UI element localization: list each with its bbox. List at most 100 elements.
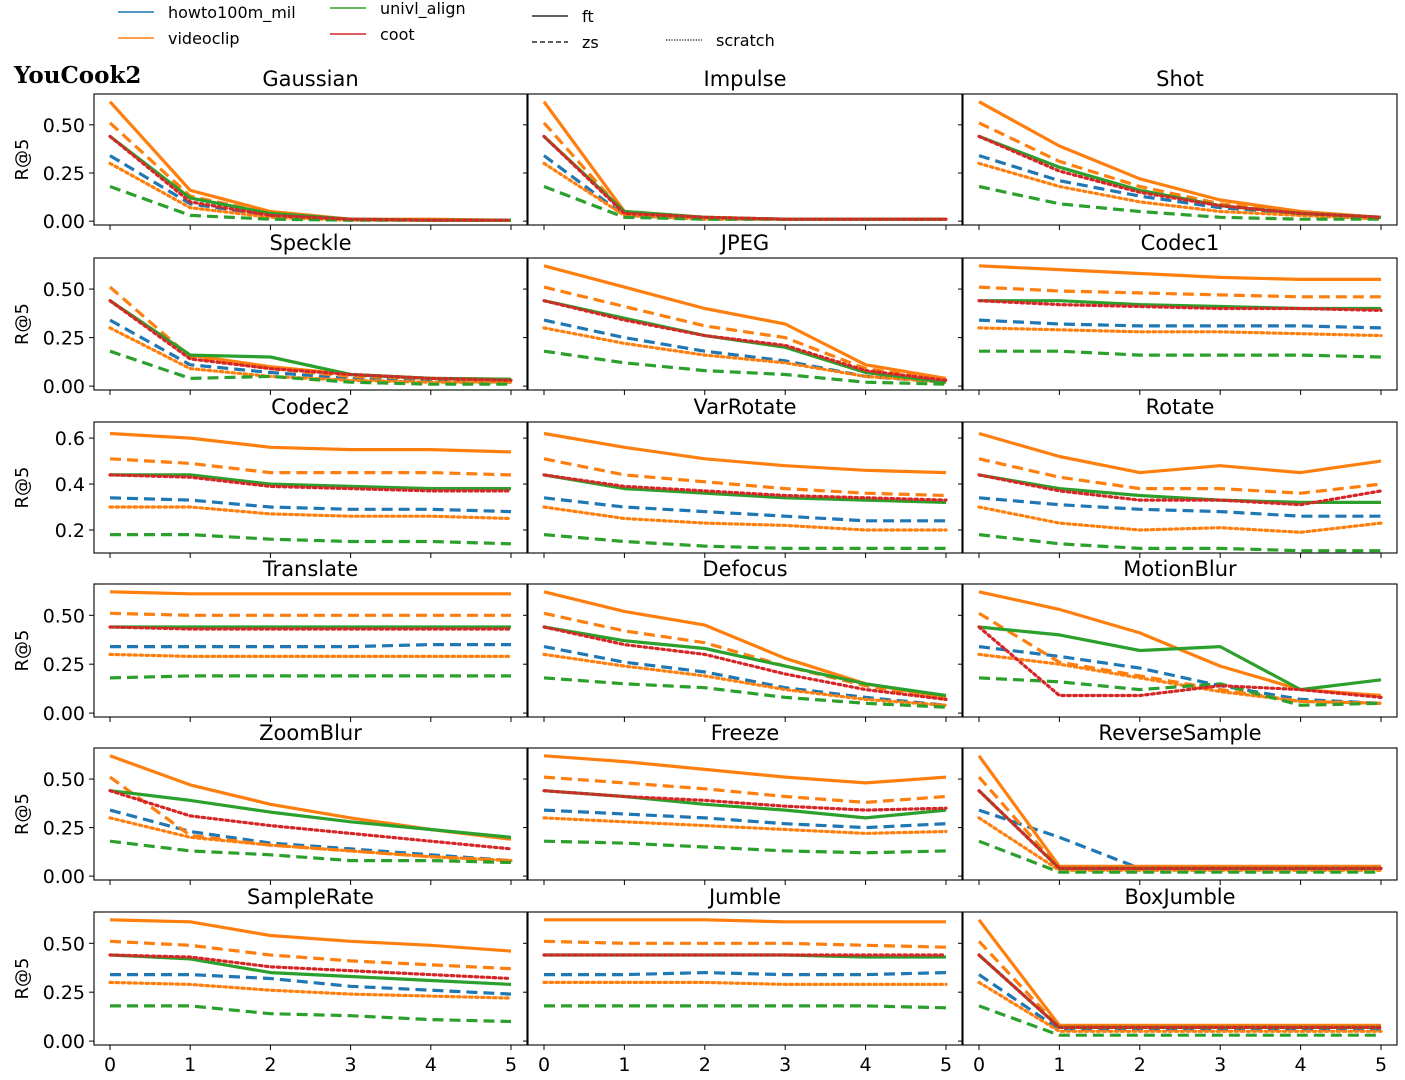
- series-univl_align-zs: [544, 1004, 947, 1010]
- series-videoclip-ft: [543, 264, 947, 380]
- series-group: [542, 431, 948, 551]
- series-univl_align-ft: [109, 135, 511, 222]
- panel-Impulse: Impulse: [523, 67, 963, 230]
- series-group: [542, 918, 948, 1010]
- x-tick-label: 0: [973, 1054, 985, 1076]
- series-videoclip-scratch: [542, 816, 948, 836]
- series-videoclip-scratch: [108, 816, 513, 863]
- x-tick-label: 5: [940, 1054, 952, 1076]
- series-group: [108, 100, 513, 222]
- series-coot-scratch: [108, 134, 513, 222]
- series-howto100m_mil-zs: [978, 973, 1381, 1032]
- series-coot-scratch: [542, 789, 948, 812]
- panel-MotionBlur: MotionBlur: [958, 557, 1398, 722]
- panel-Jumble: Jumble 0 1 2 3 4 5: [523, 885, 963, 1076]
- series-coot-scratch: [977, 953, 1383, 1030]
- panel-BoxJumble: BoxJumble 0 1 2 3 4 5: [958, 885, 1398, 1076]
- x-tick-label: 5: [505, 1054, 517, 1076]
- series-videoclip-zs: [543, 611, 947, 701]
- series-videoclip-zs: [543, 939, 947, 949]
- y-axis-label: R@5: [12, 958, 33, 1000]
- y-tick-label: 0.50: [43, 605, 85, 627]
- series-howto100m_mil-zs: [543, 808, 947, 830]
- panel-frame: [962, 747, 1398, 881]
- panel-frame: [527, 583, 963, 718]
- panel-title: Jumble: [707, 885, 781, 909]
- y-tick-label: 0.50: [43, 769, 85, 791]
- y-tick-label: 0.25: [43, 982, 85, 1004]
- series-videoclip-zs: [978, 611, 1382, 705]
- panel-frame: [93, 747, 528, 881]
- series-videoclip-ft: [977, 754, 1381, 869]
- series-videoclip-ft: [109, 590, 511, 596]
- y-axis-label: R@5: [12, 467, 33, 509]
- y-tick-label: 0.00: [43, 866, 85, 888]
- y-tick-label: 0.00: [43, 703, 85, 725]
- x-tick-label: 2: [264, 1054, 276, 1076]
- legend-label-howto100m_mil: howto100m_mil: [168, 3, 296, 23]
- panel-frame: [93, 583, 528, 718]
- series-videoclip-ft: [543, 754, 947, 785]
- series-coot-scratch: [108, 953, 513, 981]
- series-videoclip-scratch: [977, 505, 1383, 534]
- panel-title: Translate: [262, 557, 358, 581]
- series-howto100m_mil-zs: [978, 318, 1382, 330]
- panel-frame: [93, 93, 528, 226]
- panel-title: SampleRate: [247, 885, 374, 909]
- panel-title: JPEG: [719, 231, 769, 255]
- y-axis-label: R@5: [12, 630, 33, 672]
- x-tick-label: 1: [1053, 1054, 1065, 1076]
- series-group: [542, 754, 948, 855]
- series-videoclip-ft: [978, 264, 1381, 281]
- series-univl_align-zs: [110, 532, 512, 546]
- panel-Freeze: Freeze: [523, 721, 963, 885]
- series-howto100m_mil-zs: [109, 154, 511, 222]
- y-tick-label: 0.25: [43, 328, 85, 350]
- legend-label-zs: zs: [582, 33, 599, 52]
- y-tick-label: 0.25: [43, 818, 85, 840]
- series-videoclip-scratch: [977, 816, 1383, 872]
- series-group: [108, 285, 513, 386]
- series-univl_align-ft: [543, 625, 947, 698]
- series-coot-scratch: [977, 473, 1383, 507]
- y-tick-label: 0.50: [43, 933, 85, 955]
- series-group: [108, 918, 513, 1024]
- series-univl_align-zs: [109, 674, 511, 680]
- series-videoclip-ft: [108, 100, 512, 222]
- series-univl_align-zs: [109, 349, 511, 386]
- panel-Shot: Shot: [958, 67, 1398, 230]
- series-videoclip-scratch: [108, 652, 513, 659]
- series-videoclip-scratch: [542, 652, 948, 707]
- series-howto100m_mil-zs: [543, 154, 946, 221]
- series-group: [108, 590, 513, 680]
- series-videoclip-zs: [543, 285, 947, 382]
- panel-frame: [962, 911, 1398, 1046]
- series-univl_align-zs: [978, 184, 1381, 221]
- panel-frame: [962, 257, 1398, 391]
- panel-frame: [527, 911, 963, 1046]
- series-coot-scratch: [542, 473, 948, 502]
- panel-Codec1: Codec1: [958, 231, 1398, 395]
- series-videoclip-ft: [109, 918, 512, 953]
- x-tick-label: 4: [1295, 1054, 1307, 1076]
- series-videoclip-ft: [109, 431, 512, 454]
- x-tick-label: 1: [618, 1054, 630, 1076]
- panel-frame: [962, 583, 1398, 718]
- series-coot-scratch: [977, 134, 1383, 219]
- series-videoclip-zs: [977, 776, 1381, 871]
- panel-Codec2: Codec2 0.2 0.4 0.6 R@5: [12, 395, 528, 558]
- series-videoclip-scratch: [108, 505, 513, 521]
- y-axis-label: R@5: [12, 303, 33, 345]
- series-group: [108, 431, 513, 546]
- series-univl_align-zs: [109, 839, 512, 865]
- series-howto100m_mil-zs: [109, 496, 512, 514]
- x-tick-label: 3: [779, 1054, 791, 1076]
- series-videoclip-scratch: [977, 980, 1383, 1033]
- panel-title: BoxJumble: [1124, 885, 1235, 909]
- panel-title: ReverseSample: [1098, 721, 1261, 745]
- panel-SampleRate: SampleRate 0 1 2 3 4 5 0.00 0.25 0.50 R@5: [12, 885, 528, 1076]
- x-tick-label: 1: [184, 1054, 196, 1076]
